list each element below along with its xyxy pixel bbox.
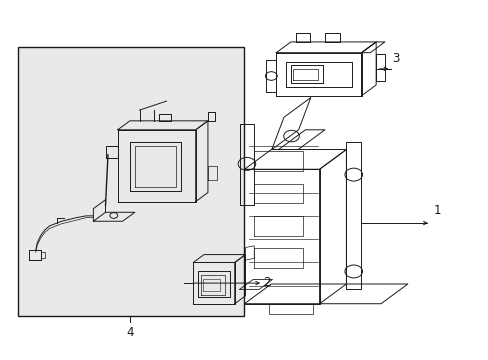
Text: 4: 4 [126,326,133,339]
Bar [18,47,244,316]
Text: 2: 2 [262,276,270,289]
Text: 1: 1 [432,204,440,217]
Text: 3: 3 [391,51,399,64]
